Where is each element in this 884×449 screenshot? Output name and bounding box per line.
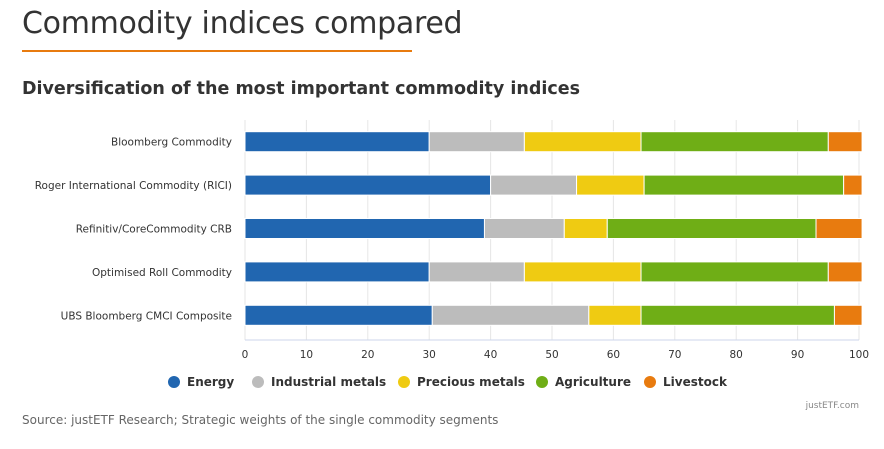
bar-segment xyxy=(643,174,845,196)
bar-segment xyxy=(523,261,642,283)
bar-segment xyxy=(563,218,608,239)
bar-segment xyxy=(606,218,817,239)
legend-marker xyxy=(252,376,264,388)
bar-segment xyxy=(244,131,430,153)
bar-segment xyxy=(244,304,433,326)
category-label: Optimised Roll Commodity xyxy=(92,267,232,279)
bar-segment xyxy=(640,261,829,283)
x-tick-label: 20 xyxy=(361,349,374,361)
bar-segment xyxy=(576,174,645,196)
x-tick-label: 10 xyxy=(300,349,313,361)
bar-segment xyxy=(815,218,863,239)
legend-label: Industrial metals xyxy=(271,375,386,389)
category-label: UBS Bloomberg CMCI Composite xyxy=(61,310,232,322)
category-label: Refinitiv/CoreCommodity CRB xyxy=(76,224,232,236)
legend-marker xyxy=(644,376,656,388)
x-tick-label: 0 xyxy=(242,349,249,361)
bar-segment xyxy=(640,304,835,326)
chart-credit: justETF.com xyxy=(805,401,859,410)
bar-segment xyxy=(428,131,525,153)
x-tick-label: 50 xyxy=(545,349,558,361)
bar-segment xyxy=(244,218,485,239)
page-title: Commodity indices compared xyxy=(22,6,463,41)
bar-segment xyxy=(827,261,863,283)
legend-marker xyxy=(536,376,548,388)
legend-label: Precious metals xyxy=(417,375,525,389)
legend-label: Agriculture xyxy=(555,375,631,389)
legend-marker xyxy=(398,376,410,388)
title-underline xyxy=(22,50,412,52)
bar-segment xyxy=(483,218,565,239)
bar-segment xyxy=(827,131,863,153)
legend-label: Energy xyxy=(187,375,234,389)
bar-segment xyxy=(244,261,430,283)
bar-segment xyxy=(640,131,829,153)
x-tick-label: 60 xyxy=(607,349,620,361)
x-tick-label: 70 xyxy=(668,349,681,361)
bar-segment xyxy=(523,131,642,153)
category-label: Bloomberg Commodity xyxy=(111,137,232,149)
x-tick-label: 30 xyxy=(423,349,436,361)
bar-segment xyxy=(244,174,492,196)
stacked-bar-chart: Bloomberg Commodity Roger International C… xyxy=(35,120,869,410)
x-tick-label: 90 xyxy=(791,349,804,361)
chart-title: Diversification of the most important co… xyxy=(22,79,581,99)
bar-segment xyxy=(833,304,863,326)
bar-segment xyxy=(588,304,642,326)
bar-segment xyxy=(431,304,590,326)
legend-marker xyxy=(168,376,180,388)
x-tick-label: 40 xyxy=(484,349,497,361)
category-label: Roger International Commodity (RICI) xyxy=(35,180,232,192)
source-note: Source: justETF Research; Strategic weig… xyxy=(22,413,499,427)
x-tick-label: 100 xyxy=(849,349,869,361)
bar-segment xyxy=(490,174,578,196)
legend-label: Livestock xyxy=(663,375,728,389)
bar-segment xyxy=(428,261,525,283)
bar-segment xyxy=(843,174,863,196)
x-tick-label: 80 xyxy=(730,349,743,361)
